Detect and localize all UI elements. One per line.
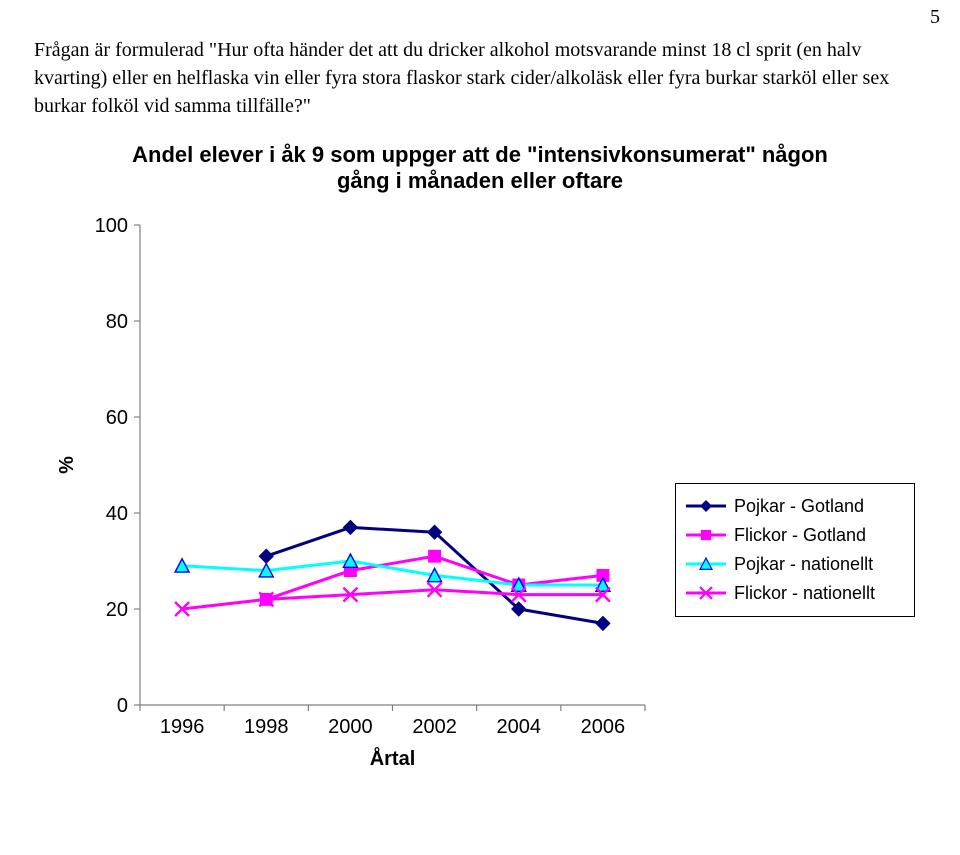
svg-text:2006: 2006 (581, 716, 626, 738)
svg-text:Årtal: Årtal (370, 746, 416, 770)
svg-text:2004: 2004 (497, 716, 542, 738)
legend-swatch (686, 526, 726, 544)
svg-text:%: % (56, 456, 78, 474)
chart-legend: Pojkar - Gotland Flickor - Gotland Pojkar … (675, 483, 915, 617)
svg-text:60: 60 (106, 407, 128, 429)
legend-swatch (686, 497, 726, 515)
svg-text:100: 100 (95, 215, 128, 237)
svg-text:1996: 1996 (160, 716, 205, 738)
chart-figure: Andel elever i åk 9 som uppger att de "i… (34, 136, 926, 791)
legend-label: Flickor - Gotland (734, 525, 866, 546)
svg-text:2000: 2000 (328, 716, 373, 738)
legend-label: Pojkar - nationellt (734, 554, 873, 575)
svg-text:2002: 2002 (412, 716, 457, 738)
svg-text:1998: 1998 (244, 716, 289, 738)
svg-text:40: 40 (106, 503, 128, 525)
legend-item: Pojkar - nationellt (686, 550, 904, 579)
question-text: Frågan är formulerad "Hur ofta händer de… (34, 36, 926, 120)
legend-label: Pojkar - Gotland (734, 496, 864, 517)
legend-swatch (686, 584, 726, 602)
svg-text:80: 80 (106, 311, 128, 333)
legend-item: Pojkar - Gotland (686, 492, 904, 521)
legend-item: Flickor - nationellt (686, 579, 904, 608)
chart-area: 0 20 40 60 80 100 1996 1998 2000 2002 2004 2006 Årta… (45, 215, 915, 785)
legend-item: Flickor - Gotland (686, 521, 904, 550)
page: 5 Frågan är formulerad "Hur ofta händer … (0, 0, 960, 855)
legend-label: Flickor - nationellt (734, 583, 875, 604)
chart-title: Andel elever i åk 9 som uppger att de "i… (130, 142, 830, 195)
legend-swatch (686, 555, 726, 573)
svg-text:20: 20 (106, 599, 128, 621)
page-number: 5 (930, 6, 940, 29)
svg-text:0: 0 (117, 695, 128, 717)
